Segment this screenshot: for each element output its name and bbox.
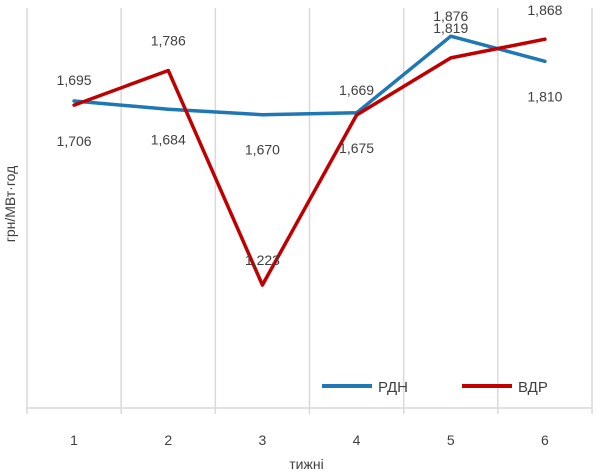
- data-label: 1,675: [339, 140, 374, 156]
- data-label: 1,868: [527, 2, 562, 18]
- vertical-gridlines: [26, 8, 593, 414]
- data-label: 1,706: [57, 133, 92, 149]
- data-point: [260, 113, 264, 117]
- data-label: 1,810: [527, 88, 562, 104]
- series-line-1: [72, 34, 547, 117]
- y-axis-title: грн/МВт·год: [2, 166, 18, 243]
- legend-label-2: ВДР: [518, 379, 548, 396]
- x-tick-label: 6: [541, 432, 549, 448]
- data-label: 1,223: [245, 252, 280, 268]
- data-labels: 1,706 1,684 1,670 1,675 1,876 1,810 1,695 1,786…: [57, 2, 563, 268]
- data-label: 1,876: [433, 8, 468, 24]
- x-tick-label: 5: [447, 432, 455, 448]
- x-tick-label: 3: [259, 432, 267, 448]
- data-point: [166, 107, 170, 111]
- data-label: 1,786: [151, 32, 186, 48]
- x-tick-label: 2: [164, 432, 172, 448]
- data-point: [449, 34, 453, 38]
- data-point: [543, 37, 547, 41]
- series-lines: [72, 34, 547, 287]
- legend: РДН ВДР: [322, 379, 548, 396]
- series-line-2: [72, 37, 547, 287]
- data-point: [166, 68, 170, 72]
- legend-label-1: РДН: [378, 379, 408, 396]
- data-label: 1,670: [245, 142, 280, 158]
- x-tick-label: 4: [353, 432, 361, 448]
- data-point: [260, 283, 264, 287]
- data-point: [355, 113, 359, 117]
- data-label: 1,669: [339, 82, 374, 98]
- data-label: 1,684: [151, 131, 186, 147]
- x-tick-label: 1: [70, 432, 78, 448]
- data-point: [72, 103, 76, 107]
- x-axis-title: тижні: [289, 456, 323, 472]
- data-point: [72, 99, 76, 103]
- data-label: 1,695: [57, 72, 92, 88]
- x-axis-tick-labels: 1 2 3 4 5 6: [70, 432, 549, 448]
- data-label: 1,819: [433, 20, 468, 36]
- data-point: [449, 56, 453, 60]
- data-point: [543, 59, 547, 63]
